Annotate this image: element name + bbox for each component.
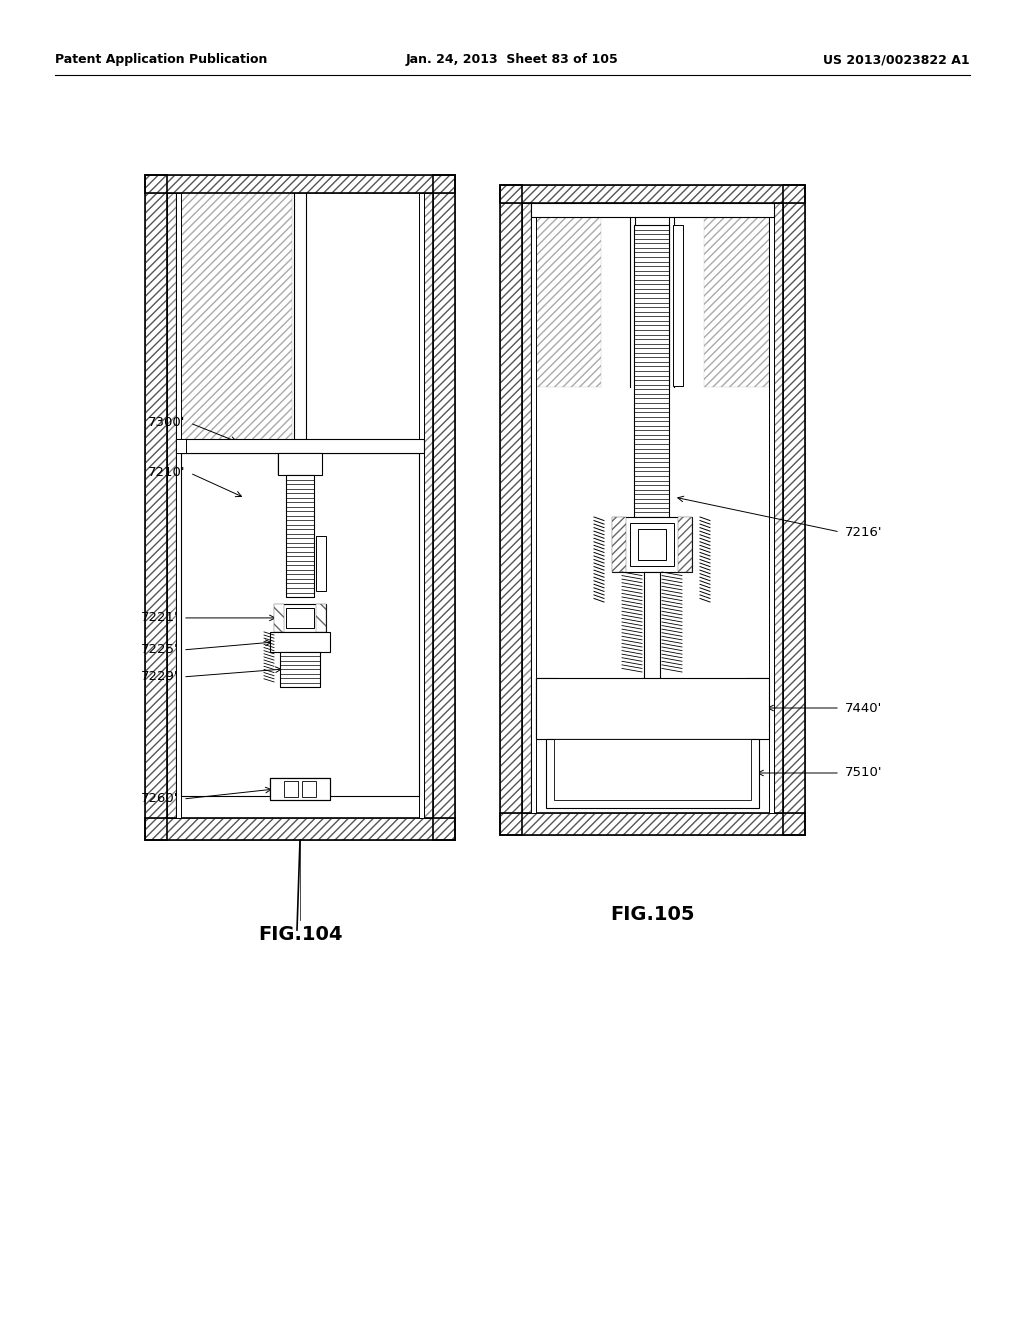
Bar bbox=[554, 739, 751, 800]
Bar bbox=[500, 185, 805, 203]
Bar bbox=[419, 193, 424, 818]
Bar bbox=[769, 203, 774, 813]
Bar bbox=[774, 203, 783, 813]
Bar bbox=[500, 185, 805, 203]
Bar bbox=[634, 224, 669, 517]
Bar bbox=[630, 523, 674, 566]
Bar bbox=[673, 224, 683, 385]
Text: FIG.104: FIG.104 bbox=[258, 925, 342, 945]
Bar bbox=[751, 203, 769, 216]
Bar bbox=[280, 652, 319, 686]
Bar bbox=[433, 176, 455, 840]
Bar bbox=[536, 678, 769, 739]
Bar bbox=[316, 475, 413, 680]
Bar bbox=[522, 203, 531, 813]
Text: Patent Application Publication: Patent Application Publication bbox=[55, 54, 267, 66]
Text: 7225': 7225' bbox=[140, 643, 178, 656]
Bar bbox=[167, 193, 176, 818]
Bar bbox=[181, 453, 419, 796]
Bar bbox=[638, 529, 666, 560]
Bar bbox=[424, 193, 433, 818]
Bar bbox=[678, 517, 692, 572]
Bar bbox=[424, 193, 433, 818]
Bar bbox=[612, 517, 692, 572]
Bar bbox=[783, 185, 805, 836]
Bar bbox=[644, 572, 660, 795]
Bar bbox=[176, 440, 186, 453]
Bar bbox=[286, 609, 314, 628]
Bar bbox=[145, 176, 455, 193]
Bar bbox=[270, 777, 330, 800]
Bar bbox=[145, 818, 455, 840]
Bar bbox=[612, 517, 626, 572]
Bar bbox=[274, 605, 326, 632]
Bar bbox=[531, 203, 774, 216]
Bar bbox=[774, 203, 783, 813]
Bar bbox=[270, 777, 330, 800]
Bar bbox=[536, 216, 601, 387]
Bar bbox=[274, 605, 284, 632]
Bar bbox=[278, 453, 286, 475]
Bar bbox=[703, 216, 769, 387]
Text: US 2013/0023822 A1: US 2013/0023822 A1 bbox=[823, 54, 970, 66]
Bar bbox=[500, 813, 805, 836]
Text: 7210': 7210' bbox=[147, 466, 185, 479]
Text: 7510': 7510' bbox=[845, 767, 883, 780]
Bar bbox=[500, 185, 522, 836]
Bar bbox=[176, 193, 181, 818]
Bar bbox=[278, 453, 322, 475]
Bar bbox=[500, 813, 805, 836]
Bar bbox=[314, 453, 322, 475]
Text: 7229': 7229' bbox=[140, 671, 178, 684]
Text: 7300': 7300' bbox=[147, 417, 185, 429]
Bar bbox=[546, 739, 759, 808]
Text: 7260': 7260' bbox=[140, 792, 178, 805]
Bar bbox=[783, 185, 805, 836]
Bar bbox=[286, 475, 314, 597]
Bar bbox=[145, 818, 455, 840]
Bar bbox=[145, 176, 167, 840]
Bar bbox=[270, 632, 330, 652]
Bar bbox=[167, 193, 176, 818]
Text: 7440': 7440' bbox=[845, 701, 883, 714]
Text: FIG.105: FIG.105 bbox=[609, 906, 694, 924]
Bar bbox=[500, 185, 522, 836]
Text: 7221': 7221' bbox=[140, 611, 178, 624]
Bar bbox=[536, 203, 554, 216]
Bar bbox=[185, 475, 280, 680]
Bar bbox=[522, 203, 531, 813]
Bar bbox=[284, 781, 298, 797]
Bar bbox=[181, 193, 292, 444]
Bar bbox=[145, 176, 167, 840]
Bar bbox=[145, 176, 455, 193]
Bar bbox=[316, 605, 326, 632]
Bar bbox=[531, 203, 536, 813]
Text: 7216': 7216' bbox=[845, 525, 883, 539]
Bar bbox=[746, 678, 769, 739]
Bar bbox=[176, 440, 424, 453]
Text: Jan. 24, 2013  Sheet 83 of 105: Jan. 24, 2013 Sheet 83 of 105 bbox=[406, 54, 618, 66]
Bar bbox=[316, 536, 326, 591]
Bar bbox=[302, 781, 316, 797]
Bar bbox=[536, 678, 558, 739]
Bar bbox=[270, 777, 330, 800]
Bar bbox=[433, 176, 455, 840]
